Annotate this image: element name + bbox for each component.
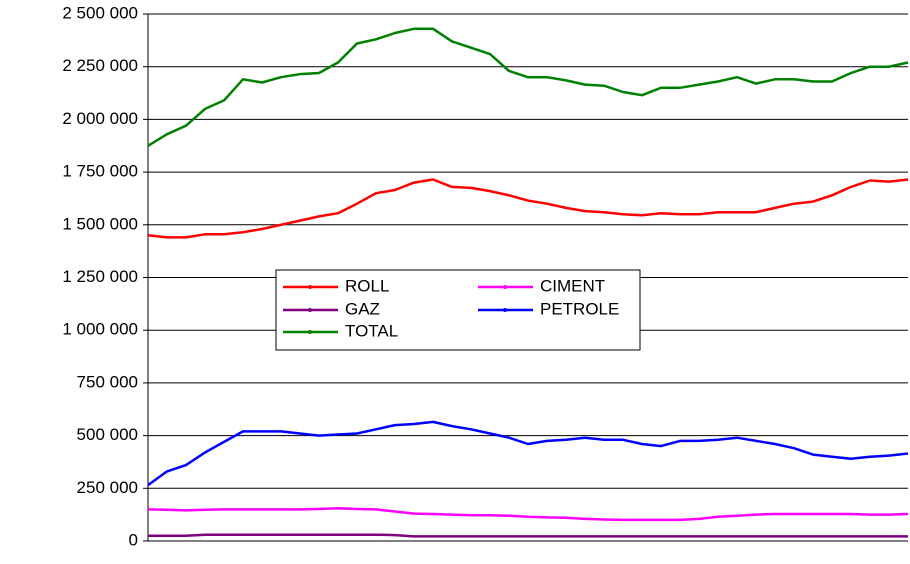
- legend-label: CIMENT: [540, 276, 605, 295]
- series-line: [147, 178, 909, 239]
- legend-label: GAZ: [345, 299, 380, 318]
- series-line: [147, 27, 909, 147]
- y-tick-label: 0: [129, 530, 138, 549]
- legend-label: PETROLE: [540, 299, 619, 318]
- y-tick-label: 750 000: [77, 372, 138, 391]
- y-tick-label: 2 000 000: [62, 109, 138, 128]
- y-tick-label: 2 500 000: [62, 3, 138, 22]
- legend-label: TOTAL: [345, 321, 398, 340]
- y-tick-label: 1 500 000: [62, 214, 138, 233]
- y-tick-label: 1 750 000: [62, 162, 138, 181]
- y-tick-label: 1 000 000: [62, 320, 138, 339]
- legend-marker: [308, 308, 312, 312]
- y-tick-label: 500 000: [77, 425, 138, 444]
- legend-label: ROLL: [345, 276, 389, 295]
- legend-marker: [503, 308, 507, 312]
- legend-marker: [308, 285, 312, 289]
- y-tick-label: 250 000: [77, 478, 138, 497]
- series-line: [147, 420, 909, 487]
- series-line: [147, 507, 909, 522]
- series-line: [148, 533, 908, 538]
- legend-marker: [503, 285, 507, 289]
- y-tick-label: 2 250 000: [62, 56, 138, 75]
- legend-marker: [308, 330, 312, 334]
- y-tick-label: 1 250 000: [62, 267, 138, 286]
